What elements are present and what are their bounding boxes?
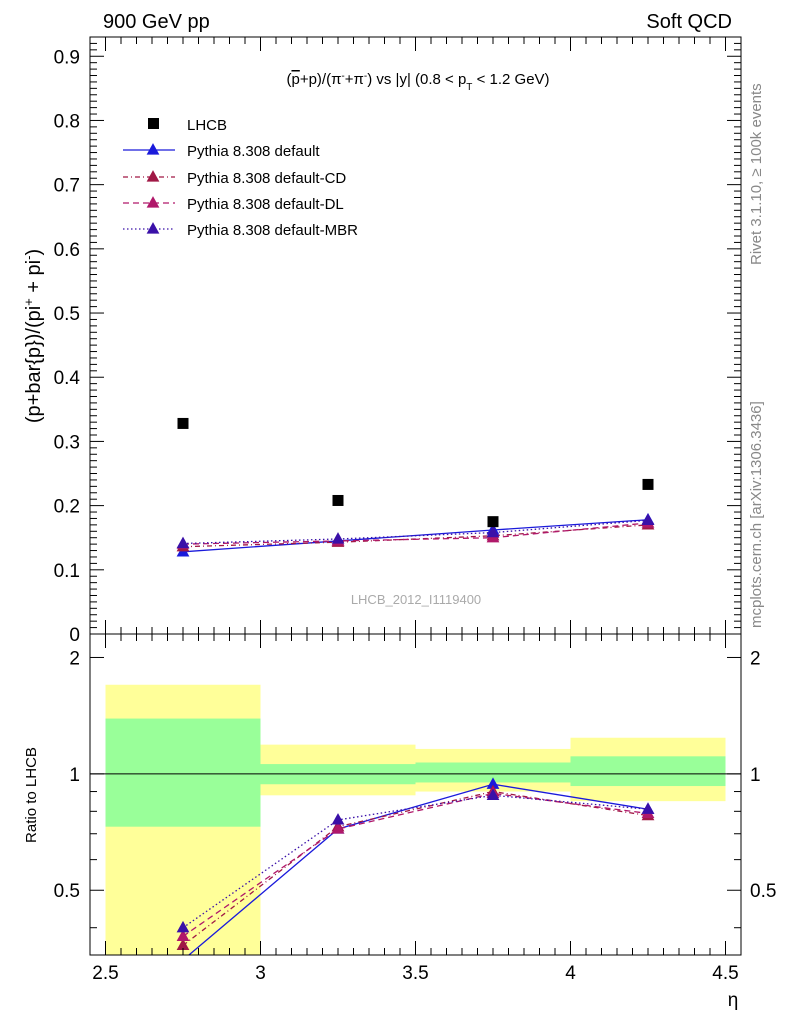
plot-title: (p+p)/(π-+π-) vs |y| (0.8 < pT < 1.2 GeV…	[286, 71, 549, 93]
y-tick-label-ratio: 2	[69, 648, 80, 669]
ratio-series-group	[176, 777, 655, 955]
data-point	[642, 478, 654, 490]
y-tick-label-main: 0.4	[54, 368, 81, 389]
rivet-label: Rivet 3.1.10, ≥ 100k events	[748, 83, 765, 265]
y-tick-label-main: 0	[69, 625, 80, 646]
y-tick-label-main: 0.7	[54, 176, 80, 197]
legend-marker-0	[146, 143, 160, 155]
ratio-point-3	[331, 813, 345, 825]
ratio-band-stat	[570, 756, 726, 787]
ratio-band-stat	[105, 718, 261, 827]
ylabel-part: )	[23, 249, 45, 256]
y-tick-label-ratio-right: 1	[750, 765, 761, 786]
title-sub: T	[466, 82, 472, 93]
data-point	[177, 417, 189, 429]
y-axis-label-main: (p+bar{p})/(pi+ + pi-)	[21, 249, 46, 423]
ratio-point-1	[176, 938, 190, 951]
ylabel-sup: -	[21, 256, 36, 260]
ratio-line-0	[187, 783, 649, 955]
x-tick-label: 4.5	[712, 963, 738, 984]
title-part: (	[286, 71, 291, 88]
ratio-band-stat	[415, 762, 571, 783]
y-tick-label-main: 0.9	[54, 47, 80, 68]
legend-label-2: Pythia 8.308 default-DL	[187, 196, 344, 213]
title-sup: -	[341, 71, 344, 82]
x-axis-label: η	[728, 990, 739, 1011]
ratio-point-3	[641, 802, 655, 814]
ratio-point-0	[486, 777, 500, 789]
title-part: < 1.2 GeV)	[472, 71, 549, 88]
ratio-point-3	[176, 920, 190, 933]
y-tick-label-ratio-right: 0.5	[750, 881, 776, 902]
ratio-line-2	[182, 792, 649, 937]
series-point-3	[331, 532, 345, 544]
x-tick-label: 3	[255, 963, 266, 984]
x-tick-label: 4	[565, 963, 576, 984]
legend-label-data: LHCB	[187, 117, 227, 134]
title-part: +p)/(π	[300, 71, 342, 88]
legend-label-1: Pythia 8.308 default-CD	[187, 170, 346, 187]
legend-label-3: Pythia 8.308 default-MBR	[187, 222, 358, 239]
ylabel-part: (p+bar{p})/(pi	[23, 306, 45, 423]
header-right: Soft QCD	[646, 11, 732, 33]
ratio-panel	[176, 777, 655, 955]
ratio-point-2	[176, 929, 190, 941]
y-tick-label-main: 0.3	[54, 432, 80, 453]
ylabel-sup: +	[21, 298, 36, 306]
ylabel-part: + pi	[23, 260, 45, 298]
legend-marker-2	[146, 196, 160, 208]
main-panel	[176, 417, 655, 557]
series-line-3	[182, 519, 649, 545]
title-part: ) vs |y| (0.8 < p	[367, 71, 466, 88]
legend-marker-data	[148, 118, 159, 129]
legend-label-0: Pythia 8.308 default	[187, 143, 320, 160]
x-tick-label: 2.5	[92, 963, 118, 984]
legend-marker-3	[146, 222, 160, 234]
legend: LHCB Pythia 8.308 default Pythia 8.308 def…	[123, 117, 358, 239]
title-sup: -	[364, 71, 367, 82]
data-point	[487, 516, 499, 528]
y-tick-label-ratio: 1	[69, 765, 80, 786]
series-point-3	[641, 513, 655, 525]
mcplots-label: mcplots.cern.ch [arXiv:1306.3436]	[748, 401, 765, 628]
y-tick-label-ratio: 0.5	[54, 881, 80, 902]
ratio-bands	[90, 684, 741, 955]
y-tick-label-main: 0.2	[54, 497, 80, 518]
y-tick-label-main: 0.6	[54, 240, 80, 261]
ratio-point-2	[331, 822, 345, 834]
axes: 2.5 3 3.5 4 4.5 0 0.1 0.2 0.3 0.4 0.5 0.6 0.7 0.8 0.9 0…	[54, 36, 776, 984]
y-tick-label-main: 0.5	[54, 304, 80, 325]
title-part: +π	[345, 71, 364, 88]
data-point	[332, 494, 344, 506]
series-line-2	[182, 522, 649, 545]
y-tick-label-ratio-right: 2	[750, 648, 761, 669]
legend-marker-1	[146, 170, 160, 182]
series-point-3	[176, 536, 190, 549]
header-left: 900 GeV pp	[103, 11, 210, 33]
analysis-watermark: LHCB_2012_I1119400	[351, 592, 481, 607]
y-tick-label-main: 0.1	[54, 561, 80, 582]
ratio-point-3	[486, 788, 500, 800]
x-tick-label: 3.5	[402, 963, 428, 984]
title-pbar: p	[291, 71, 299, 88]
series-point-3	[486, 525, 500, 538]
y-axis-label-ratio: Ratio to LHCB	[23, 747, 40, 843]
y-tick-label-main: 0.8	[54, 111, 80, 132]
